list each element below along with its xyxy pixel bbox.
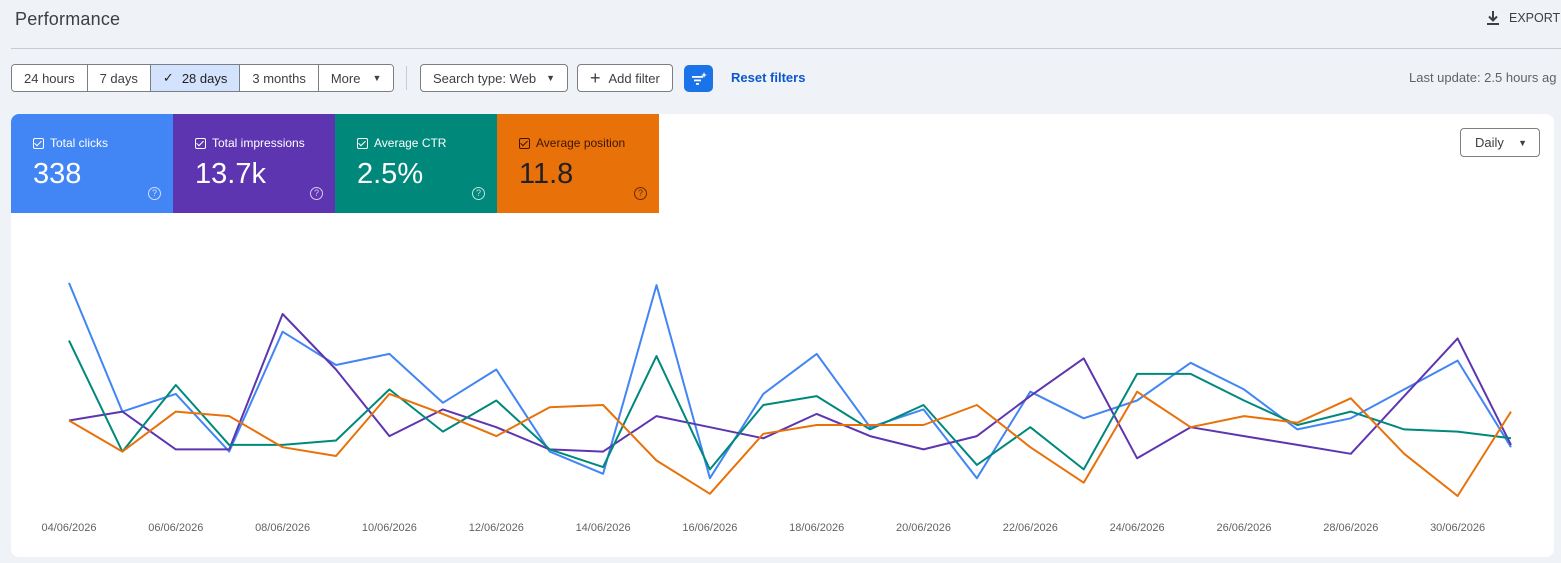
x-tick-label: 08/06/2026 bbox=[255, 522, 310, 534]
filter-settings-button[interactable] bbox=[684, 65, 713, 92]
checkbox-icon bbox=[357, 137, 368, 149]
granularity-dropdown[interactable]: Daily ▼ bbox=[1460, 128, 1540, 157]
export-label: EXPORT bbox=[1509, 11, 1561, 25]
caret-down-icon: ▼ bbox=[1518, 138, 1527, 148]
metric-label: Total impressions bbox=[212, 136, 305, 150]
series-line-total-clicks bbox=[68, 282, 1512, 480]
metric-average-ctr[interactable]: Average CTR 2.5% ? bbox=[335, 114, 497, 213]
metric-average-position[interactable]: Average position 11.8 ? bbox=[497, 114, 659, 213]
plus-icon: + bbox=[590, 68, 601, 88]
page-header: Performance EXPORT bbox=[0, 0, 1561, 48]
add-filter-label: Add filter bbox=[608, 70, 660, 86]
range-28-days-label: 28 days bbox=[181, 70, 228, 86]
search-type-dropdown[interactable]: Search type: Web ▼ bbox=[420, 64, 569, 92]
performance-card: Total clicks 338 ? Total impressions 13.… bbox=[11, 114, 1554, 557]
series-line-total-impressions bbox=[68, 313, 1512, 460]
range-more-dropdown[interactable]: More ▼ bbox=[318, 65, 394, 91]
help-icon[interactable]: ? bbox=[634, 187, 647, 200]
range-28-days[interactable]: ✓ 28 days bbox=[150, 65, 241, 91]
x-tick-label: 28/06/2026 bbox=[1323, 522, 1378, 534]
filter-toolbar: 24 hours 7 days ✓ 28 days 3 months More … bbox=[0, 64, 1561, 92]
metric-value: 2.5% bbox=[357, 158, 424, 190]
caret-down-icon: ▼ bbox=[546, 73, 556, 83]
x-tick-label: 16/06/2026 bbox=[682, 522, 737, 534]
range-more-label: More bbox=[330, 70, 361, 86]
check-icon: ✓ bbox=[162, 70, 174, 85]
metric-label: Total clicks bbox=[50, 136, 109, 150]
checkbox-icon bbox=[33, 137, 44, 149]
metric-total-impressions[interactable]: Total impressions 13.7k ? bbox=[173, 114, 335, 213]
checkbox-icon bbox=[195, 137, 206, 149]
x-tick-label: 30/06/2026 bbox=[1430, 522, 1485, 534]
x-tick-label: 26/06/2026 bbox=[1216, 522, 1271, 534]
granularity-label: Daily bbox=[1475, 135, 1504, 150]
add-filter-button[interactable]: + Add filter bbox=[577, 64, 673, 92]
search-type-label: Search type: Web bbox=[433, 70, 537, 86]
help-icon[interactable]: ? bbox=[148, 187, 161, 200]
x-tick-label: 14/06/2026 bbox=[576, 522, 631, 534]
range-7-days[interactable]: 7 days bbox=[87, 65, 151, 91]
page-title: Performance bbox=[15, 9, 121, 29]
caret-down-icon: ▼ bbox=[372, 73, 382, 83]
download-icon bbox=[1487, 11, 1499, 25]
range-3-months[interactable]: 3 months bbox=[240, 65, 319, 91]
metric-label: Average position bbox=[536, 136, 626, 150]
metric-label: Average CTR bbox=[374, 136, 447, 150]
export-button[interactable]: EXPORT bbox=[1486, 10, 1560, 26]
metric-value: 11.8 bbox=[519, 158, 574, 190]
reset-filters-link[interactable]: Reset filters bbox=[731, 70, 806, 85]
toolbar-divider bbox=[406, 66, 407, 90]
x-tick-label: 10/06/2026 bbox=[362, 522, 417, 534]
x-tick-label: 06/06/2026 bbox=[148, 522, 203, 534]
series-line-average-position bbox=[68, 390, 1512, 497]
metric-total-clicks[interactable]: Total clicks 338 ? bbox=[11, 114, 173, 213]
metric-value: 338 bbox=[33, 158, 82, 190]
x-tick-label: 12/06/2026 bbox=[469, 522, 524, 534]
filter-sparkle-icon bbox=[691, 71, 707, 85]
x-tick-label: 18/06/2026 bbox=[789, 522, 844, 534]
last-update-text: Last update: 2.5 hours ag bbox=[1409, 70, 1557, 85]
x-tick-label: 20/06/2026 bbox=[896, 522, 951, 534]
x-tick-label: 22/06/2026 bbox=[1003, 522, 1058, 534]
header-divider bbox=[11, 48, 1561, 49]
x-tick-label: 24/06/2026 bbox=[1110, 522, 1165, 534]
help-icon[interactable]: ? bbox=[472, 187, 485, 200]
range-24-hours[interactable]: 24 hours bbox=[12, 65, 88, 91]
date-range-selector: 24 hours 7 days ✓ 28 days 3 months More … bbox=[11, 64, 395, 92]
help-icon[interactable]: ? bbox=[310, 187, 323, 200]
series-line-average-ctr bbox=[68, 340, 1512, 471]
metric-value: 13.7k bbox=[195, 158, 266, 190]
x-tick-label: 04/06/2026 bbox=[41, 522, 96, 534]
performance-chart[interactable]: 04/06/2026 06/06/2026 08/06/2026 10/06/2026… bbox=[0, 114, 1554, 563]
checkbox-icon bbox=[519, 137, 530, 149]
